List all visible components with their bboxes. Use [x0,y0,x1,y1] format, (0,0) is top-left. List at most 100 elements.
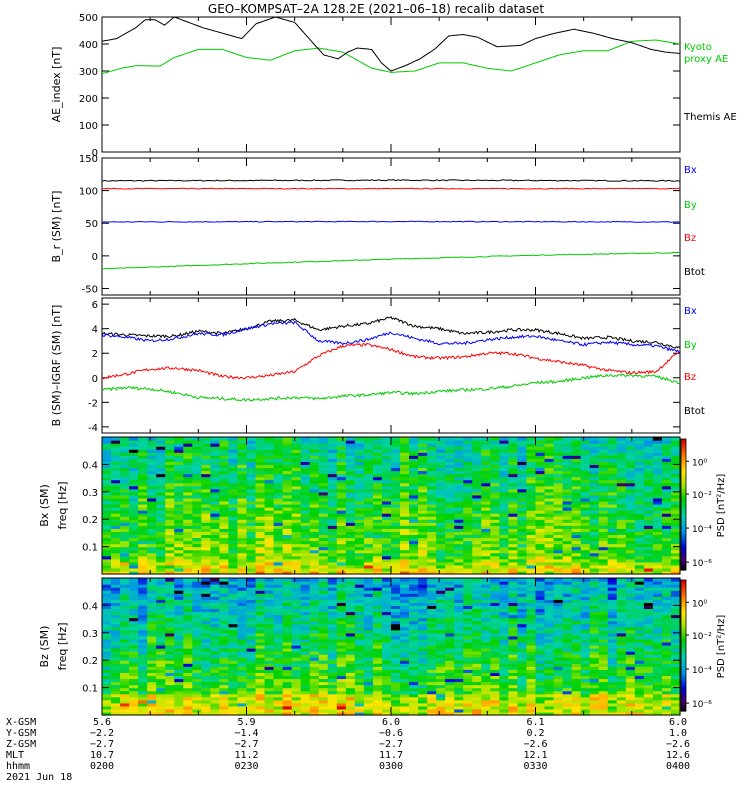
spectro-cell [409,593,419,597]
spectro-cell [102,675,112,680]
spectro-cell [120,599,130,603]
spectro-cell [652,464,663,469]
spectro-cell [553,549,564,554]
spectro-cell [183,651,193,655]
spectro-cell [445,578,455,582]
spectro-cell [571,500,582,505]
spectro-cell [165,561,175,566]
spectro-cell [219,666,230,670]
spectro-cell [300,675,311,680]
spectro-cell [264,596,275,600]
spectro-cell [463,534,473,539]
spectro-cell [616,485,627,490]
spectro-cell [490,702,500,707]
spectro-cell [517,558,528,563]
spectro-cell [273,605,284,610]
spectro-cell [391,693,401,698]
spectro-cell [183,513,193,517]
spectro-cell [625,528,636,532]
spectro-cell [318,440,329,444]
spectro-cell [427,581,437,585]
spectro-cell [436,513,446,517]
spectro-cell [291,657,302,661]
spectro-cell [264,528,275,532]
spectro-cell [544,516,555,520]
spectro-cell [120,660,130,664]
spectro-cell [634,485,645,490]
spectro-cell [526,549,537,554]
spectro-cell [273,485,284,490]
spectro-cell [183,641,193,646]
spectro-cell [481,452,491,456]
spectro-cell [309,476,320,481]
spectro-cell [409,479,419,484]
spectro-cell [138,519,148,523]
spectro-cell [445,452,455,456]
spectro-cell [183,455,193,459]
y-tick-label: 2 [92,349,98,360]
colorbar-tick-label: 10⁻² [692,491,712,501]
spectro-cell [490,497,500,502]
spectro-cell [219,446,230,450]
spectro-cell [562,467,573,472]
spectro-cell [327,663,338,667]
spectro-cell [372,611,383,616]
spectro-cell [571,534,582,539]
spectro-cell [345,470,356,475]
spectro-cell [418,485,428,490]
spectro-cell [156,455,166,459]
spectro-cell [517,531,528,536]
spectro-cell [129,473,139,478]
spectro-cell [571,570,582,575]
spectro-cell [445,711,455,716]
spectro-cell [192,494,202,499]
spectro-cell [147,516,157,520]
spectro-cell [526,452,537,456]
spectro-cell [445,678,455,683]
spectro-cell [418,455,428,459]
spectro-cell [553,449,564,453]
spectro-cell [418,663,428,667]
spectro-cell [553,437,564,441]
spectro-cell [526,443,537,447]
spectro-cell [526,513,537,517]
spectro-cell [553,528,564,532]
spectro-cell [345,708,356,713]
spectro-cell [363,651,374,655]
spectro-cell [300,654,311,658]
spectro-cell [120,690,130,695]
spectro-cell [219,711,230,716]
spectro-cell [634,534,645,539]
spectro-cell [481,584,491,588]
spectro-cell [201,660,211,664]
spectro-cell [282,558,293,563]
spectro-cell [246,449,257,453]
spectro-cell [589,479,600,484]
spectro-cell [363,437,374,441]
spectro-cell [210,473,221,478]
spectro-cell [192,458,202,462]
spectro-cell [354,482,365,487]
spectro-cell [291,578,302,582]
spectro-cell [318,711,329,716]
spectro-cell [463,561,473,566]
spectro-cell [409,648,419,652]
spectro-cell [472,605,482,610]
spectro-cell [345,473,356,478]
spectro-cell [661,564,672,569]
spectro-cell [418,596,428,600]
spectro-cell [120,534,130,539]
spectro-cell [129,494,139,499]
spectro-cell [391,437,401,441]
spectro-cell [391,593,401,597]
spectro-cell [174,593,184,597]
spectro-cell [526,467,537,472]
spectro-cell [345,458,356,462]
spectro-cell [138,561,148,566]
spectro-cell [436,516,446,520]
spectro-cell [400,482,410,487]
spectro-cell [111,549,121,554]
spectro-cell [508,464,519,469]
spectro-cell [264,690,275,695]
spectro-cell [372,690,383,695]
